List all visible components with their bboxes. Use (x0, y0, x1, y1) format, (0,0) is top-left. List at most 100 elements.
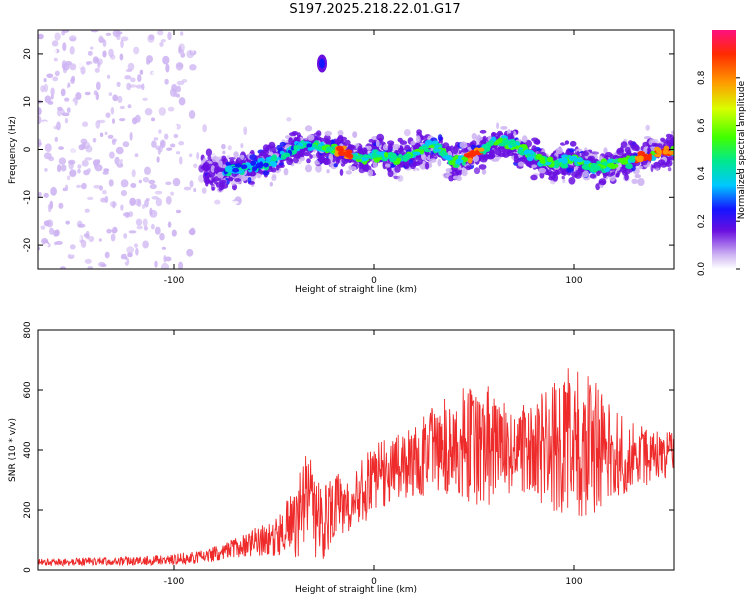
noise-blob (111, 139, 116, 146)
ridge-blob (463, 153, 470, 158)
noise-blob (116, 163, 124, 168)
band-blob (291, 131, 299, 136)
noise-blob (156, 156, 160, 163)
band-blob (239, 154, 245, 160)
band-blob (384, 163, 391, 168)
noise-blob (352, 131, 358, 139)
band-blob (670, 137, 674, 144)
noise-blob (151, 117, 155, 122)
band-blob (534, 138, 541, 145)
noise-blob (86, 242, 92, 249)
band-blob (216, 171, 225, 179)
colorbar-gradient (712, 30, 736, 269)
noise-blob (72, 117, 76, 124)
noise-blob (158, 107, 166, 116)
noise-blob (214, 199, 221, 205)
y-tick-label: -10 (23, 190, 33, 205)
band-blob (286, 157, 294, 166)
noise-blob (55, 229, 60, 237)
noise-blob (70, 101, 76, 110)
band-blob (387, 170, 394, 178)
noise-blob (86, 62, 90, 66)
noise-blob (45, 104, 53, 112)
noise-blob (158, 129, 162, 135)
noise-blob (188, 110, 196, 119)
band-blob (566, 167, 574, 173)
band-blob (225, 161, 231, 167)
noise-blob (137, 198, 142, 207)
noise-blob (86, 168, 92, 173)
noise-blob (171, 123, 178, 131)
band-blob (660, 137, 666, 142)
noise-blob (130, 95, 138, 103)
ridge-blob (477, 147, 485, 152)
noise-blob (110, 233, 116, 242)
noise-blob (107, 134, 114, 139)
band-blob (513, 155, 520, 164)
noise-blob (142, 97, 148, 102)
y-tick-label: 200 (23, 501, 33, 518)
noise-blob (179, 189, 184, 197)
band-blob (215, 182, 221, 188)
band-blob (531, 145, 537, 153)
noise-blob (92, 159, 100, 167)
noise-blob (179, 156, 183, 165)
ridge-blob (512, 142, 517, 148)
noise-blob (108, 179, 114, 187)
band-blob (530, 174, 538, 181)
noise-blob (229, 190, 237, 199)
band-blob (500, 126, 508, 130)
ridge-blob (390, 155, 398, 160)
noise-blob (40, 225, 46, 230)
band-blob (357, 146, 362, 154)
noise-blob (365, 135, 373, 140)
y-tick-label: -20 (23, 237, 33, 252)
noise-blob (109, 151, 115, 159)
noise-blob (221, 143, 226, 150)
ridge-blob (588, 166, 596, 172)
y-tick-label: 20 (23, 48, 33, 60)
noise-blob (142, 240, 149, 249)
noise-blob (170, 143, 176, 148)
ridge-blob (561, 157, 568, 164)
noise-blob (645, 124, 650, 131)
noise-blob (54, 32, 61, 41)
noise-blob (38, 53, 43, 62)
ridge-blob (498, 137, 503, 143)
noise-blob (267, 193, 271, 201)
noise-blob (68, 145, 77, 154)
band-blob (628, 140, 633, 146)
noise-blob (188, 228, 196, 236)
noise-blob (178, 141, 185, 146)
noise-blob (193, 163, 198, 169)
ridge-blob (336, 145, 344, 152)
ridge-blob (240, 164, 248, 169)
band-blob (394, 165, 401, 173)
band-blob (339, 168, 344, 176)
noise-blob (155, 197, 163, 207)
noise-blob (151, 196, 159, 200)
noise-blob (142, 69, 147, 74)
noise-blob (57, 164, 62, 173)
noise-blob (120, 204, 124, 211)
band-blob (459, 141, 468, 149)
noise-blob (161, 246, 166, 250)
noise-blob (155, 145, 162, 151)
noise-blob (77, 223, 86, 228)
noise-blob (130, 77, 136, 83)
noise-blob (60, 164, 67, 172)
ridge-blob (255, 162, 264, 169)
band-blob (668, 155, 674, 161)
band-blob (631, 143, 639, 151)
noise-blob (481, 168, 487, 175)
band-blob (582, 170, 589, 178)
noise-blob (562, 178, 566, 184)
ridge-blob (279, 150, 285, 155)
noise-blob (470, 177, 479, 183)
snr-panel: -100 0 100 0 200 400 600 800 Height of straight… (8, 321, 675, 595)
noise-blob (366, 183, 374, 193)
noise-blob (561, 175, 565, 180)
band-blob (367, 169, 374, 177)
band-blob (616, 147, 624, 156)
band-blob (565, 149, 570, 154)
